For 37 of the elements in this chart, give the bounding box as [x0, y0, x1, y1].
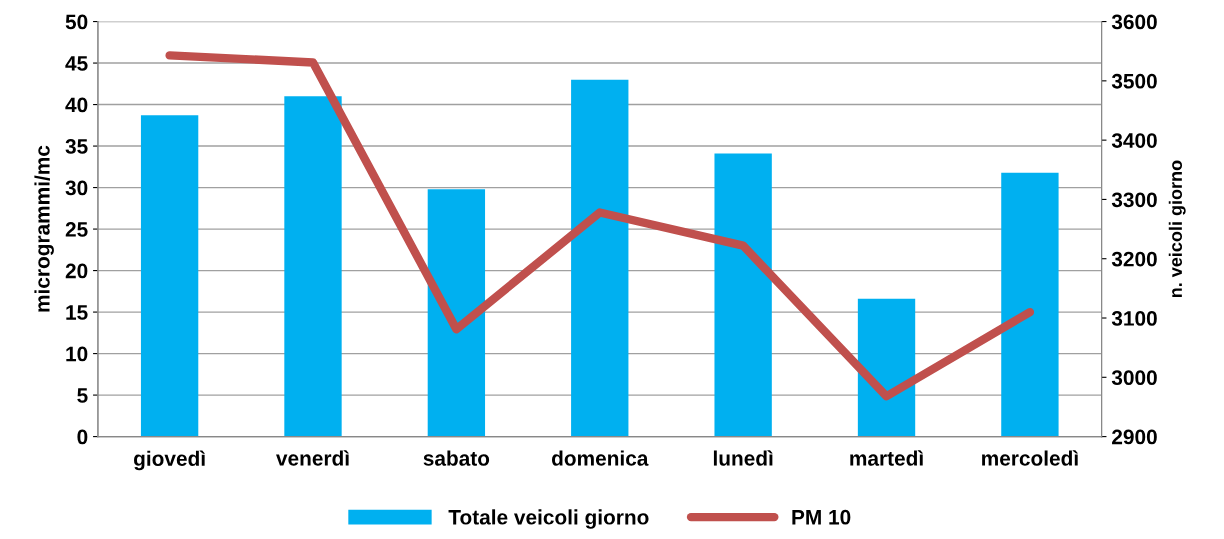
y2-tick-label: 3300 — [1111, 192, 1157, 208]
y2-tick-label: 3600 — [1111, 14, 1157, 30]
x-tick-label: mercoledì — [982, 450, 1078, 466]
x-tick-label: martedì — [850, 450, 923, 466]
y-tick-label: 30 — [65, 180, 88, 196]
y-tick-label: 15 — [66, 305, 88, 320]
x-tick-label: sabato — [423, 450, 490, 466]
x-tick-label: venerdì — [276, 450, 349, 466]
bar — [714, 153, 772, 437]
y2-tick-label: 2900 — [1112, 429, 1157, 445]
y2-tick-label: 3100 — [1111, 311, 1157, 326]
bar — [140, 115, 199, 437]
y2-tick-label: 3000 — [1111, 370, 1157, 386]
legend-label: PM 10 — [792, 509, 851, 525]
bar — [857, 298, 916, 437]
y2-axis-title: n. veicoli giorno — [1168, 160, 1186, 298]
legend-label: Totale veicoli giorno — [448, 509, 649, 529]
bar — [427, 189, 486, 437]
x-tick-label: giovedì — [134, 450, 205, 471]
bar — [1001, 172, 1059, 437]
y-tick-label: 40 — [65, 97, 88, 113]
bar — [284, 96, 342, 437]
y-tick-label: 0 — [77, 429, 88, 445]
y-tick-label: 45 — [65, 56, 88, 71]
y-tick-label: 5 — [77, 388, 88, 403]
y-tick-label: 10 — [66, 346, 88, 362]
y-tick-label: 20 — [65, 263, 88, 279]
bar — [571, 79, 629, 437]
y2-tick-label: 3400 — [1111, 133, 1157, 148]
y2-tick-label: 3200 — [1111, 251, 1157, 267]
y-tick-label: 50 — [65, 14, 88, 30]
y-axis-title: microgrammi/mc — [34, 145, 54, 312]
y-tick-label: 35 — [65, 139, 88, 154]
y-tick-label: 25 — [65, 222, 88, 237]
x-tick-label: domenica — [551, 450, 649, 466]
x-tick-label: lunedì — [713, 450, 773, 466]
y2-tick-label: 3500 — [1111, 73, 1157, 89]
